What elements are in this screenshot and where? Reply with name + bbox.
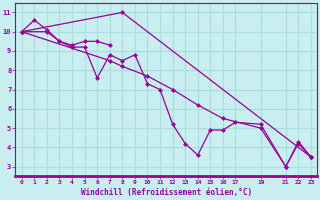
X-axis label: Windchill (Refroidissement éolien,°C): Windchill (Refroidissement éolien,°C) (81, 188, 252, 197)
